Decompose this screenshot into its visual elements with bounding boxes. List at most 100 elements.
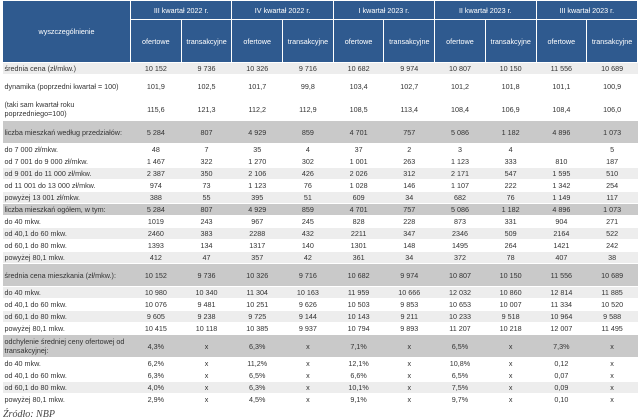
cell-value: 11 959 (333, 286, 384, 299)
cell-value: 9,7% (434, 393, 486, 406)
table-row: od 60,1 do 80 mkw. 9 605 9 238 9 725 9 144 10… (2, 310, 638, 323)
cell-value: 112,9 (282, 97, 334, 121)
cell-value: 264 (485, 239, 536, 252)
cell-value: 347 (383, 227, 435, 240)
cell-value: 48 (130, 143, 182, 156)
cell-value: 12 007 (536, 322, 587, 335)
cell-value: 7,1% (333, 334, 384, 358)
cell-value: 101,2 (434, 74, 486, 98)
cell-value: 34 (383, 251, 435, 264)
cell-value: 76 (485, 191, 536, 204)
cell-value: 12 032 (434, 286, 486, 299)
cell-value: 9 725 (231, 310, 283, 323)
cell-value: 9 937 (282, 322, 334, 335)
cell-value: 2288 (231, 227, 283, 240)
row-label: od 60,1 do 80 mkw. (2, 310, 131, 323)
subheader-transaction: transakcyjne (383, 19, 436, 63)
table-row: powyżej 80,1 mkw. 10 415 10 118 10 385 9 937… (2, 322, 638, 335)
cell-value: 106,0 (586, 97, 638, 121)
cell-value: 101,7 (231, 74, 283, 98)
subheader-offer: ofertowe (434, 19, 486, 63)
cell-value: 10 143 (333, 310, 384, 323)
cell-value: 9 626 (282, 298, 334, 311)
cell-value: 9 518 (485, 310, 536, 323)
cell-value: 10 682 (333, 263, 384, 287)
cell-value: 1 123 (434, 155, 486, 168)
cell-value: 9 588 (586, 310, 638, 323)
subheader-transaction: transakcyjne (282, 19, 334, 63)
cell-value: 108,4 (536, 97, 587, 121)
cell-value: 1 107 (434, 179, 486, 192)
row-label: od 60,1 do 80 mkw. (2, 239, 131, 252)
subheader-offer: ofertowe (231, 19, 284, 63)
cell-value: 9 481 (181, 298, 232, 311)
cell-value: x (383, 393, 435, 406)
cell-value: 271 (586, 215, 638, 228)
cell-value: 73 (181, 179, 232, 192)
cell-value: 859 (282, 203, 334, 216)
cell-value: x (181, 357, 232, 370)
cell-value: 102,7 (383, 74, 435, 98)
row-label: do 7 000 zł/mkw. (2, 143, 131, 156)
cell-value: x (485, 357, 536, 370)
cell-value: 350 (181, 167, 232, 180)
cell-value: 2 (383, 143, 435, 156)
table-row: odchylenie średniej ceny ofertowej od tr… (2, 334, 638, 358)
cell-value: 10 218 (485, 322, 536, 335)
cell-value: 9 736 (181, 263, 232, 287)
cell-value: 103,4 (333, 74, 384, 98)
cell-value: 10 415 (130, 322, 182, 335)
cell-value: 1019 (130, 215, 182, 228)
cell-value: x (282, 357, 334, 370)
cell-value: 333 (485, 155, 536, 168)
cell-value: 9 605 (130, 310, 182, 323)
cell-value: 9 716 (282, 263, 334, 287)
table-row: liczba mieszkań według przedziałów: 5 284… (2, 120, 638, 144)
table-row: średnia cena mieszkania (zł/mkw.): 10 152… (2, 263, 638, 287)
cell-value: 2211 (333, 227, 384, 240)
cell-value: 35 (231, 143, 283, 156)
cell-value: 12 814 (536, 286, 587, 299)
cell-value: 108,4 (434, 97, 486, 121)
cell-value: 11 556 (536, 263, 587, 287)
cell-value: 9 736 (181, 62, 232, 75)
cell-value: 1 073 (586, 120, 638, 144)
table-row: od 40,1 do 60 mkw. 6,3% x 6,5% x 6,6% x 6,5% x 0,… (2, 369, 638, 382)
cell-value: 51 (282, 191, 334, 204)
cell-value: 432 (282, 227, 334, 240)
row-label: od 9 001 do 11 000 zł/mkw. (2, 167, 131, 180)
table-row: powyżej 80,1 mkw. 2,9% x 4,5% x 9,1% x 9,7% x 0,1… (2, 393, 638, 406)
cell-value: 6,2% (130, 357, 182, 370)
table-row: od 60,1 do 80 mkw. 4,0% x 6,3% x 10,1% x 7,5% x 0… (2, 381, 638, 394)
cell-value: 10 326 (231, 263, 283, 287)
quarter-header: III kwartał 2022 r. (129, 0, 233, 20)
cell-value: 302 (282, 155, 334, 168)
cell-value: 10 794 (333, 322, 384, 335)
cell-value: 757 (383, 120, 435, 144)
cell-value: 807 (181, 203, 232, 216)
row-label: od 40,1 do 60 mkw. (2, 298, 131, 311)
header-label: wyszczególnienie (2, 0, 131, 63)
cell-value: 243 (181, 215, 232, 228)
cell-value: 6,5% (231, 369, 283, 382)
cell-value: 6,3% (231, 334, 283, 358)
cell-value: 228 (383, 215, 435, 228)
table-row: do 40 mkw. 6,2% x 11,2% x 12,1% x 10,8% x 0,12 x (2, 357, 638, 370)
row-label: liczba mieszkań ogółem, w tym: (2, 203, 131, 216)
cell-value: 4 701 (333, 120, 384, 144)
cell-value: 0,12 (536, 357, 587, 370)
cell-value: x (181, 334, 232, 358)
cell-value: x (282, 334, 334, 358)
cell-value: 10 689 (586, 263, 638, 287)
cell-value: 5 086 (434, 120, 486, 144)
cell-value: 4 929 (231, 120, 283, 144)
cell-value: 7 (181, 143, 232, 156)
table-row: do 40 mkw. 10 980 10 340 11 304 10 163 11 959… (2, 286, 638, 299)
cell-value: x (383, 369, 435, 382)
row-label: od 40,1 do 60 mkw. (2, 369, 131, 382)
cell-value: 9 853 (383, 298, 435, 311)
cell-value: 1317 (231, 239, 283, 252)
cell-value: 9,1% (333, 393, 384, 406)
cell-value: 395 (231, 191, 283, 204)
cell-value: 509 (485, 227, 536, 240)
